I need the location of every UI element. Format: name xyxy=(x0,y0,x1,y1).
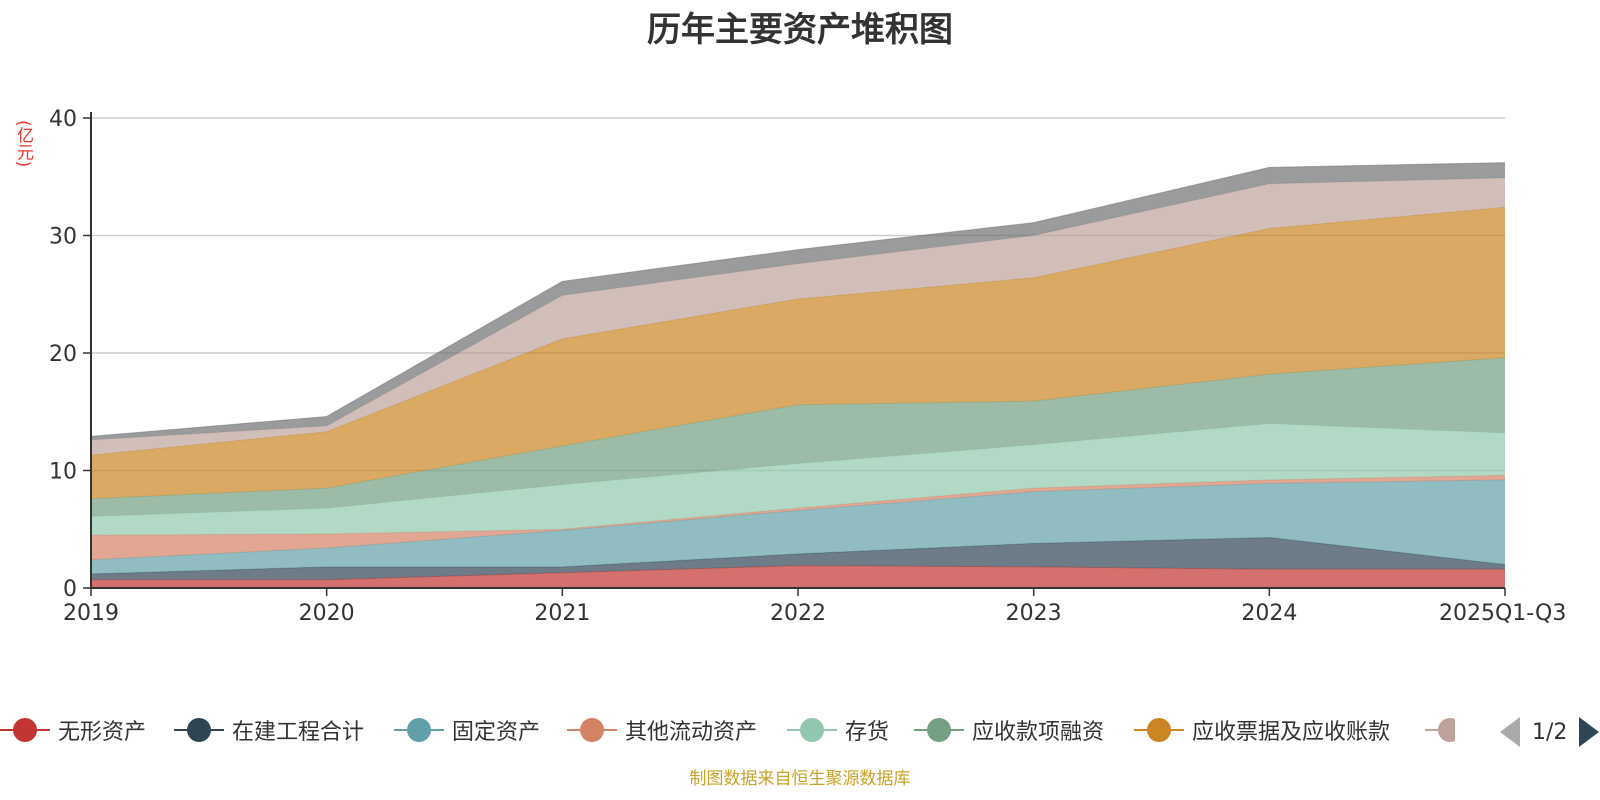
legend-marker-icon xyxy=(0,717,50,743)
legend-page-indicator: 1/2 xyxy=(1532,719,1568,745)
x-tick-label: 2023 xyxy=(1006,601,1062,626)
legend-item[interactable]: 在建工程合计 xyxy=(174,712,364,748)
source-note: 制图数据来自恒生聚源数据库 xyxy=(689,769,911,789)
legend-marker-icon xyxy=(787,717,837,743)
legend-item[interactable]: 应收款项融资 xyxy=(914,712,1104,748)
x-tick-label: 2024 xyxy=(1241,601,1297,626)
legend-label: 应收票据及应收账款 xyxy=(1192,720,1391,745)
legend-next-page-icon[interactable] xyxy=(1579,717,1600,747)
x-tick-label: 2025Q1-Q3 xyxy=(1439,601,1566,626)
y-axis-unit-label: (亿元) xyxy=(13,120,33,168)
x-tick-label: 2022 xyxy=(770,601,826,626)
legend-label: 其他流动资产 xyxy=(625,720,758,745)
x-tick-label: 2019 xyxy=(63,601,119,626)
legend-item[interactable]: 其他流动资产 xyxy=(567,712,757,748)
legend-marker-icon xyxy=(1425,717,1455,743)
legend-label: 存货 xyxy=(845,720,890,745)
y-tick-label: 0 xyxy=(63,577,77,602)
legend-item[interactable]: 固定资产 xyxy=(394,712,540,748)
area-series-0 xyxy=(91,565,1505,588)
area-series-6 xyxy=(91,207,1505,499)
legend-marker-icon xyxy=(394,717,444,743)
legend-marker-icon xyxy=(1134,717,1184,743)
y-tick-label: 30 xyxy=(49,225,77,250)
legend-marker-icon xyxy=(174,717,224,743)
y-tick-label: 20 xyxy=(49,342,77,367)
legend-label: 无形资产 xyxy=(58,720,147,745)
area-series-5 xyxy=(91,357,1505,517)
stacked-area-chart: 0 10 20 30 40 2019 2020 2021 2022 2023 2024 2025Q1-… xyxy=(49,107,1566,626)
y-tick-label: 40 xyxy=(49,107,77,132)
legend-label: 应收款项融资 xyxy=(972,720,1105,745)
x-tick-label: 2020 xyxy=(299,601,355,626)
area-series-3 xyxy=(91,475,1505,560)
legend-item-partial xyxy=(1425,712,1455,748)
chart-title: 历年主要资产堆积图 xyxy=(647,10,953,50)
legend-item[interactable]: 存货 xyxy=(787,712,889,748)
legend-label: 固定资产 xyxy=(452,720,541,745)
x-tick-label: 2021 xyxy=(534,601,590,626)
legend-marker-icon xyxy=(914,717,964,743)
area-series-2 xyxy=(91,479,1505,574)
legend: 无形资产 在建工程合计 固定资产 其他流动资产 存货 应收款项融资 应收票据及应收账款 xyxy=(0,712,1600,748)
legend-item[interactable]: 无形资产 xyxy=(0,712,146,748)
area-series-7 xyxy=(91,177,1505,456)
area-series-edge-8 xyxy=(90,162,1506,437)
area-series-1 xyxy=(91,537,1505,580)
legend-item[interactable]: 应收票据及应收账款 xyxy=(1134,712,1390,748)
legend-marker-icon xyxy=(567,717,617,743)
legend-prev-page-icon[interactable] xyxy=(1500,717,1520,747)
y-tick-label: 10 xyxy=(49,460,77,485)
legend-pager: 1/2 xyxy=(1500,714,1600,750)
area-series-4 xyxy=(91,423,1505,536)
legend-label: 在建工程合计 xyxy=(232,720,365,745)
